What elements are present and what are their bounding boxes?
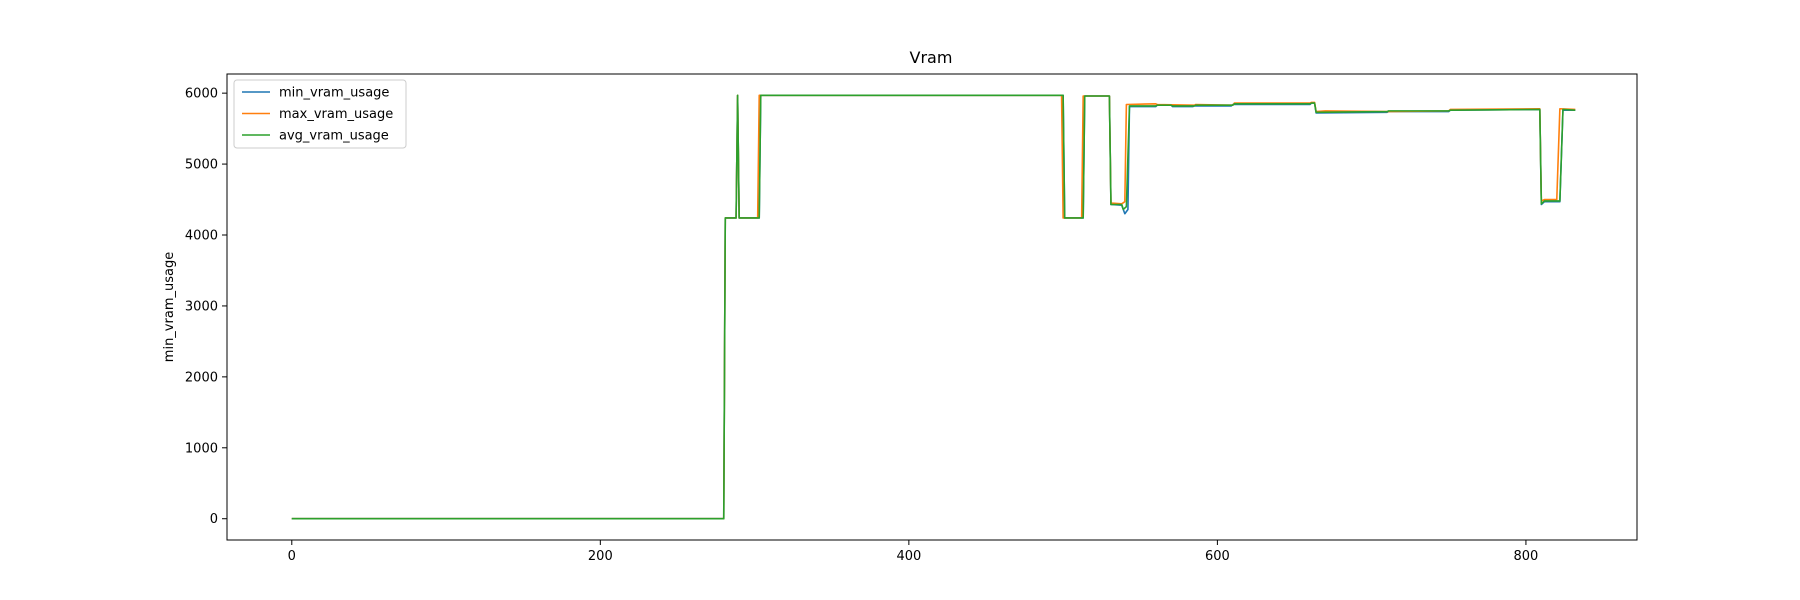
y-axis-label: min_vram_usage [162, 252, 177, 362]
x-tick-label: 600 [1205, 549, 1230, 564]
y-tick-label: 5000 [185, 158, 218, 173]
series-line-avg-vram-usage [291, 94, 1576, 520]
legend: min_vram_usage max_vram_usage avg_vram_usa… [233, 79, 407, 149]
x-axis: 0 200 400 600 800 [288, 540, 1539, 564]
x-tick-label: 0 [288, 549, 296, 564]
y-tick-label: 1000 [185, 441, 218, 456]
plot-frame [226, 73, 1638, 541]
chart-title: Vram [910, 48, 953, 67]
y-tick-label: 0 [210, 512, 218, 527]
y-tick-label: 3000 [185, 299, 218, 314]
legend-label-max-vram-usage: max_vram_usage [279, 107, 393, 122]
legend-label-min-vram-usage: min_vram_usage [279, 86, 389, 101]
x-tick-label: 800 [1514, 549, 1539, 564]
plot-area: 0 200 400 600 800 0 1000 2000 3000 4000 5000 6000 [185, 73, 1638, 564]
series-lines [291, 94, 1576, 520]
y-tick-label: 2000 [185, 370, 218, 385]
y-tick-label: 6000 [185, 87, 218, 102]
legend-box [233, 79, 407, 149]
legend-label-avg-vram-usage: avg_vram_usage [279, 129, 389, 144]
y-axis: 0 1000 2000 3000 4000 5000 6000 [185, 87, 227, 527]
y-tick-label: 4000 [185, 229, 218, 244]
x-tick-label: 400 [896, 549, 921, 564]
x-tick-label: 200 [588, 549, 613, 564]
